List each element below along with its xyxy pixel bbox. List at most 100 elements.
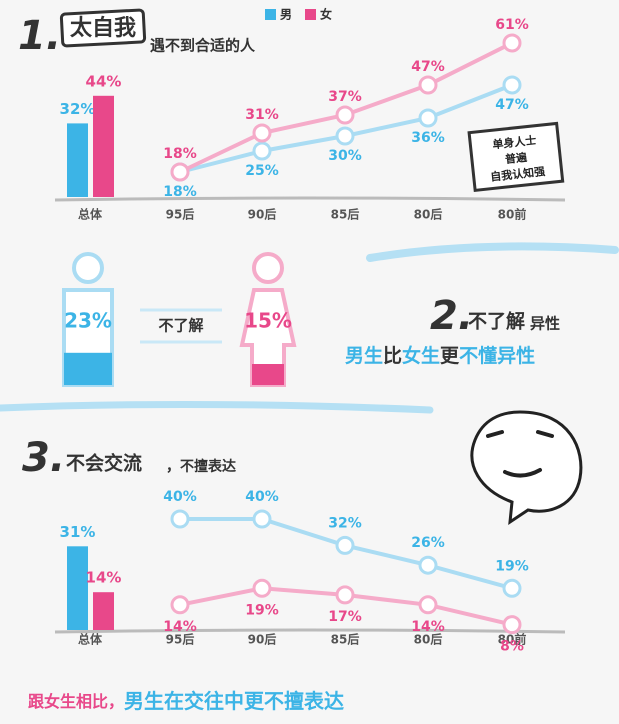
section-number: 1.: [18, 13, 61, 59]
footer-part: 男生在交往中更不擅表达: [124, 689, 344, 713]
x-tick-label: 85后: [331, 632, 360, 647]
face-lines: [486, 430, 554, 478]
data-label: 61%: [495, 17, 529, 33]
subtitle-part: 女生: [402, 344, 440, 367]
arrows: [140, 308, 222, 344]
legend-swatch: [265, 9, 276, 20]
point: [170, 595, 190, 615]
subtitle-part: 男生: [345, 344, 383, 367]
data-label: 36%: [411, 130, 445, 146]
baseline: [54, 628, 566, 634]
brush-stroke: [366, 242, 619, 262]
subtitle-part: 不懂异性: [459, 344, 535, 367]
icon-fill: [252, 364, 284, 385]
point: [418, 108, 438, 128]
point: [335, 126, 355, 146]
subtitle: 男生比女生更不懂异性: [345, 344, 535, 367]
icon-fill: [64, 352, 112, 385]
data-label: 47%: [495, 97, 529, 113]
point: [252, 123, 272, 143]
section-number: 2.: [430, 293, 473, 339]
icon-head: [252, 252, 284, 284]
bar: [67, 123, 88, 197]
section-subtitle: ，不擅表达: [166, 458, 236, 475]
face-drawing: [470, 410, 583, 526]
data-label: 15%: [244, 309, 292, 333]
point: [252, 509, 272, 529]
x-tick-label: 95后: [166, 632, 195, 647]
point: [335, 585, 355, 605]
annotation: 自我认知强: [490, 164, 546, 184]
legend-label: 女: [320, 7, 332, 22]
point: [502, 75, 522, 95]
footer-part: 跟女生相比，: [28, 692, 124, 711]
x-tick-label: 90后: [248, 632, 277, 647]
point: [252, 578, 272, 598]
x-tick-label: 总体: [78, 207, 103, 222]
data-label: 14%: [163, 619, 197, 635]
data-label: 47%: [411, 59, 445, 75]
point: [502, 578, 522, 598]
x-tick-label: 80后: [414, 207, 443, 222]
subtitle-part: 比: [383, 345, 402, 367]
baseline: [54, 196, 566, 202]
x-tick-label: 95后: [166, 207, 195, 222]
point: [252, 141, 272, 161]
data-label: 23%: [64, 309, 112, 333]
section-number: 3.: [22, 435, 65, 481]
data-label: 32%: [328, 515, 362, 531]
data-label: 26%: [411, 535, 445, 551]
footer: 跟女生相比，男生在交往中更不擅表达: [28, 689, 344, 713]
data-label: 25%: [245, 163, 279, 179]
point: [418, 75, 438, 95]
legend-swatch: [305, 9, 316, 20]
bar: [93, 95, 114, 197]
annotation-frame: [467, 121, 565, 192]
annotation-box: [467, 121, 565, 192]
face: [470, 410, 583, 526]
point: [502, 615, 522, 635]
bar: [93, 592, 114, 630]
title-box: [59, 8, 147, 48]
brush-stroke: [0, 400, 434, 414]
data-label: 18%: [163, 184, 197, 200]
bar: [67, 546, 88, 630]
section-title-suffix: 异性: [530, 315, 560, 333]
x-tick-label: 80后: [414, 632, 443, 647]
x-tick-label: 90后: [248, 207, 277, 222]
data-label: 17%: [328, 609, 362, 625]
data-label: 31%: [60, 523, 96, 541]
section-title: 不会交流: [66, 452, 142, 475]
annotation: 普遍: [504, 150, 528, 166]
middle-label: 不了解: [158, 317, 203, 335]
data-label: 40%: [245, 489, 279, 505]
annotation: 单身人士: [492, 133, 537, 152]
data-label: 18%: [163, 146, 197, 162]
x-tick-label: 80前: [498, 632, 527, 647]
data-label: 32%: [60, 100, 96, 118]
x-tick-label: 80前: [498, 207, 527, 222]
subtitle-part: 更: [440, 345, 460, 367]
data-label: 40%: [163, 489, 197, 505]
data-label: 14%: [86, 569, 122, 587]
point: [418, 595, 438, 615]
x-tick-label: 总体: [78, 632, 103, 647]
point: [335, 535, 355, 555]
point: [170, 509, 190, 529]
data-label: 31%: [245, 107, 279, 123]
data-label: 44%: [86, 72, 122, 90]
data-label: 30%: [328, 148, 362, 164]
point: [170, 162, 190, 182]
data-label: 19%: [495, 558, 529, 574]
section-title: 太自我: [70, 15, 136, 41]
point: [418, 555, 438, 575]
x-tick-label: 85后: [331, 207, 360, 222]
data-label: 19%: [245, 602, 279, 618]
section-subtitle: 遇不到合适的人: [150, 37, 256, 55]
data-label: 37%: [328, 89, 362, 105]
point: [502, 33, 522, 53]
icon-head: [72, 252, 104, 284]
point: [335, 105, 355, 125]
